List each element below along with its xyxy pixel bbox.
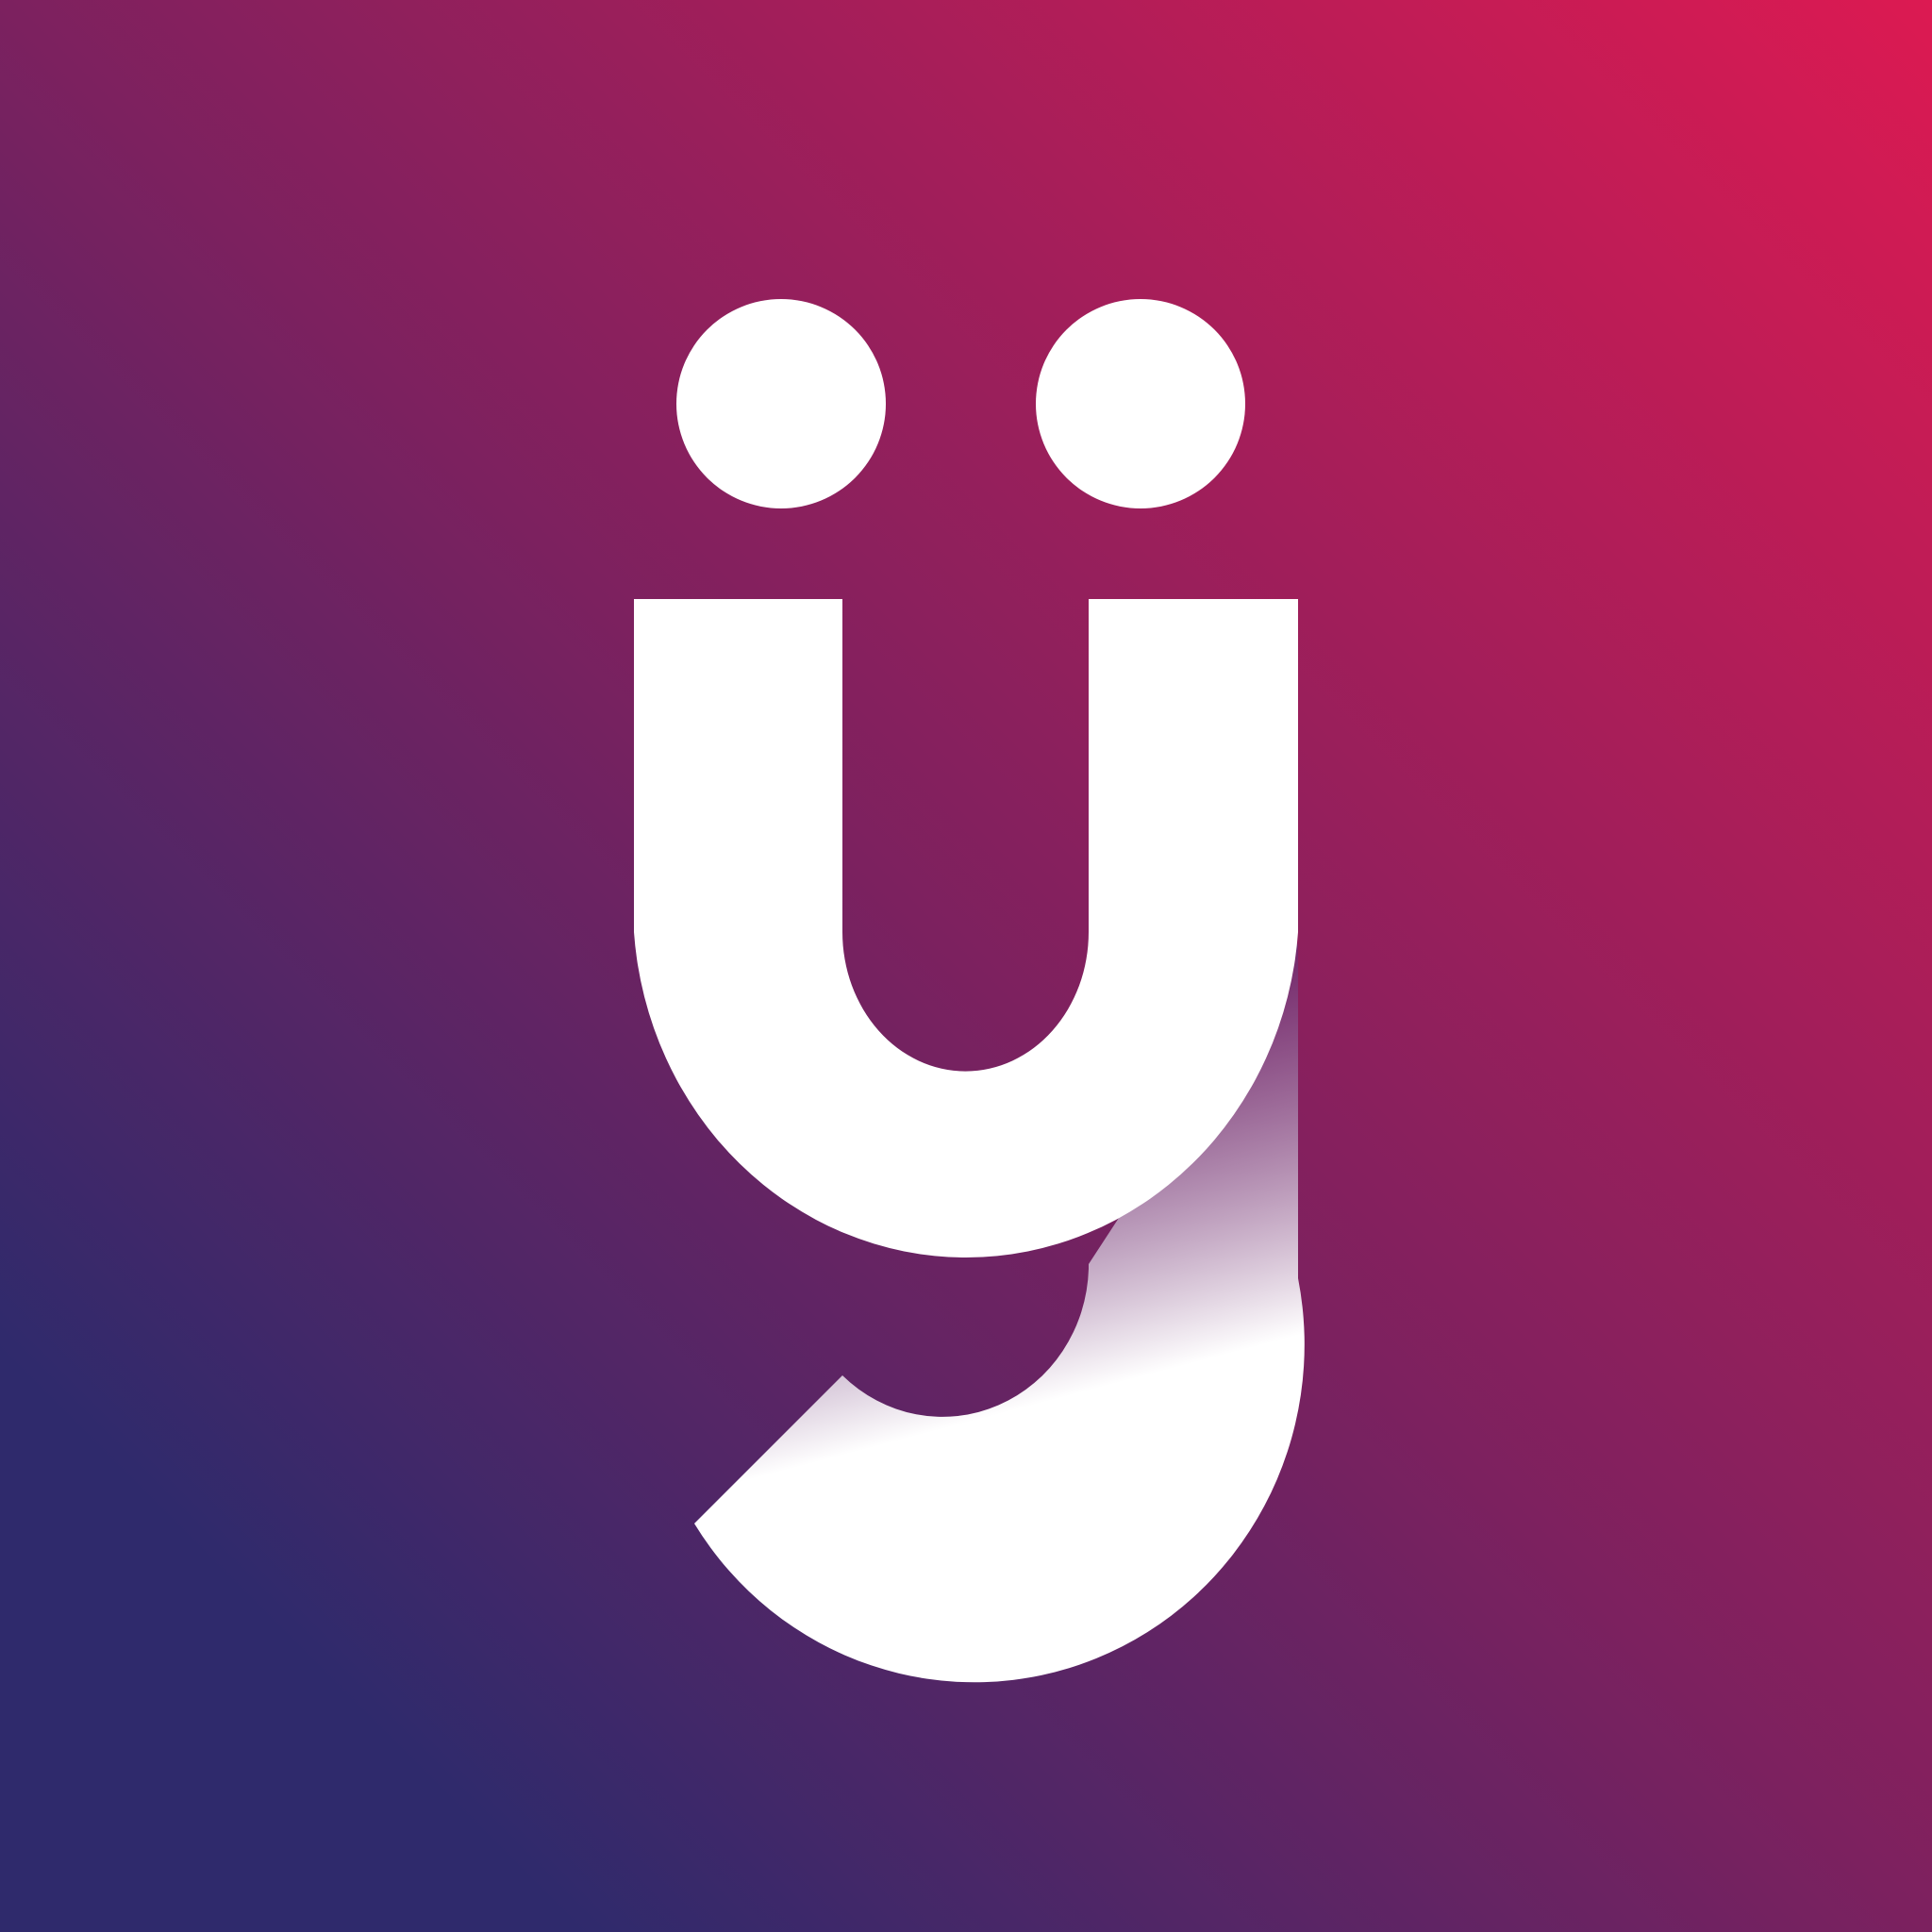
left-dot-icon	[676, 299, 886, 508]
letter-u-icon	[634, 599, 1298, 1257]
letter-y-tail-icon	[694, 943, 1305, 1683]
right-dot-icon	[1036, 299, 1245, 508]
